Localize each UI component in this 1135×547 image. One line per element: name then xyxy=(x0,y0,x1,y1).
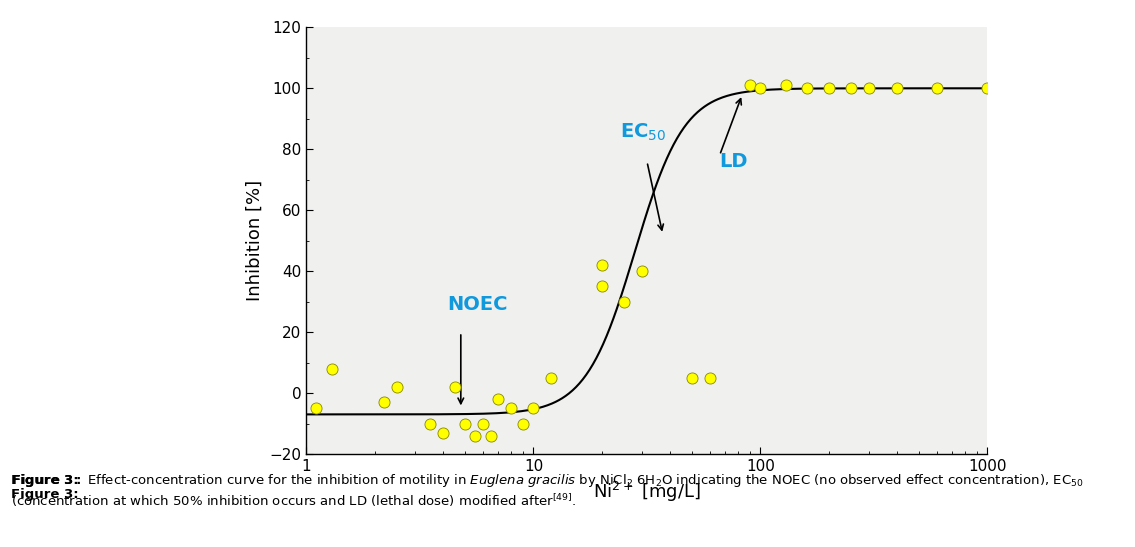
Point xyxy=(388,382,406,391)
Point xyxy=(632,267,650,276)
Point xyxy=(489,395,507,404)
Text: Figure 3:: Figure 3: xyxy=(11,487,84,501)
Point xyxy=(819,84,838,92)
Point xyxy=(514,419,532,428)
Point xyxy=(503,404,521,412)
Point xyxy=(421,419,439,428)
Text: NOEC: NOEC xyxy=(447,295,507,314)
Point xyxy=(842,84,860,92)
Point xyxy=(592,261,611,270)
Point xyxy=(592,282,611,291)
Text: LD: LD xyxy=(720,152,748,171)
Point xyxy=(474,419,493,428)
Point xyxy=(751,84,770,92)
Point xyxy=(434,428,452,437)
Point xyxy=(375,398,393,406)
Point xyxy=(859,84,877,92)
Point xyxy=(888,84,906,92)
Point xyxy=(798,84,816,92)
Point xyxy=(306,404,325,412)
Point xyxy=(741,81,759,90)
Point xyxy=(928,84,947,92)
Text: EC$_{50}$: EC$_{50}$ xyxy=(620,122,666,143)
Y-axis label: Inhibition [%]: Inhibition [%] xyxy=(246,180,264,301)
Point xyxy=(524,404,543,412)
Point xyxy=(615,297,633,306)
X-axis label: Ni$^{2+}$ [mg/L]: Ni$^{2+}$ [mg/L] xyxy=(592,479,701,504)
Point xyxy=(446,382,464,391)
Text: Figure 3:: Figure 3: xyxy=(11,474,84,487)
Point xyxy=(482,432,501,440)
Point xyxy=(323,364,342,373)
Point xyxy=(701,374,720,382)
Point xyxy=(543,374,561,382)
Point xyxy=(978,84,997,92)
Point xyxy=(777,81,796,90)
Point xyxy=(465,432,484,440)
Point xyxy=(456,419,474,428)
Text: $\bf{Figure\ 3:}$ Effect-concentration curve for the inhibition of motility in $: $\bf{Figure\ 3:}$ Effect-concentration c… xyxy=(11,472,1084,509)
Point xyxy=(683,374,701,382)
